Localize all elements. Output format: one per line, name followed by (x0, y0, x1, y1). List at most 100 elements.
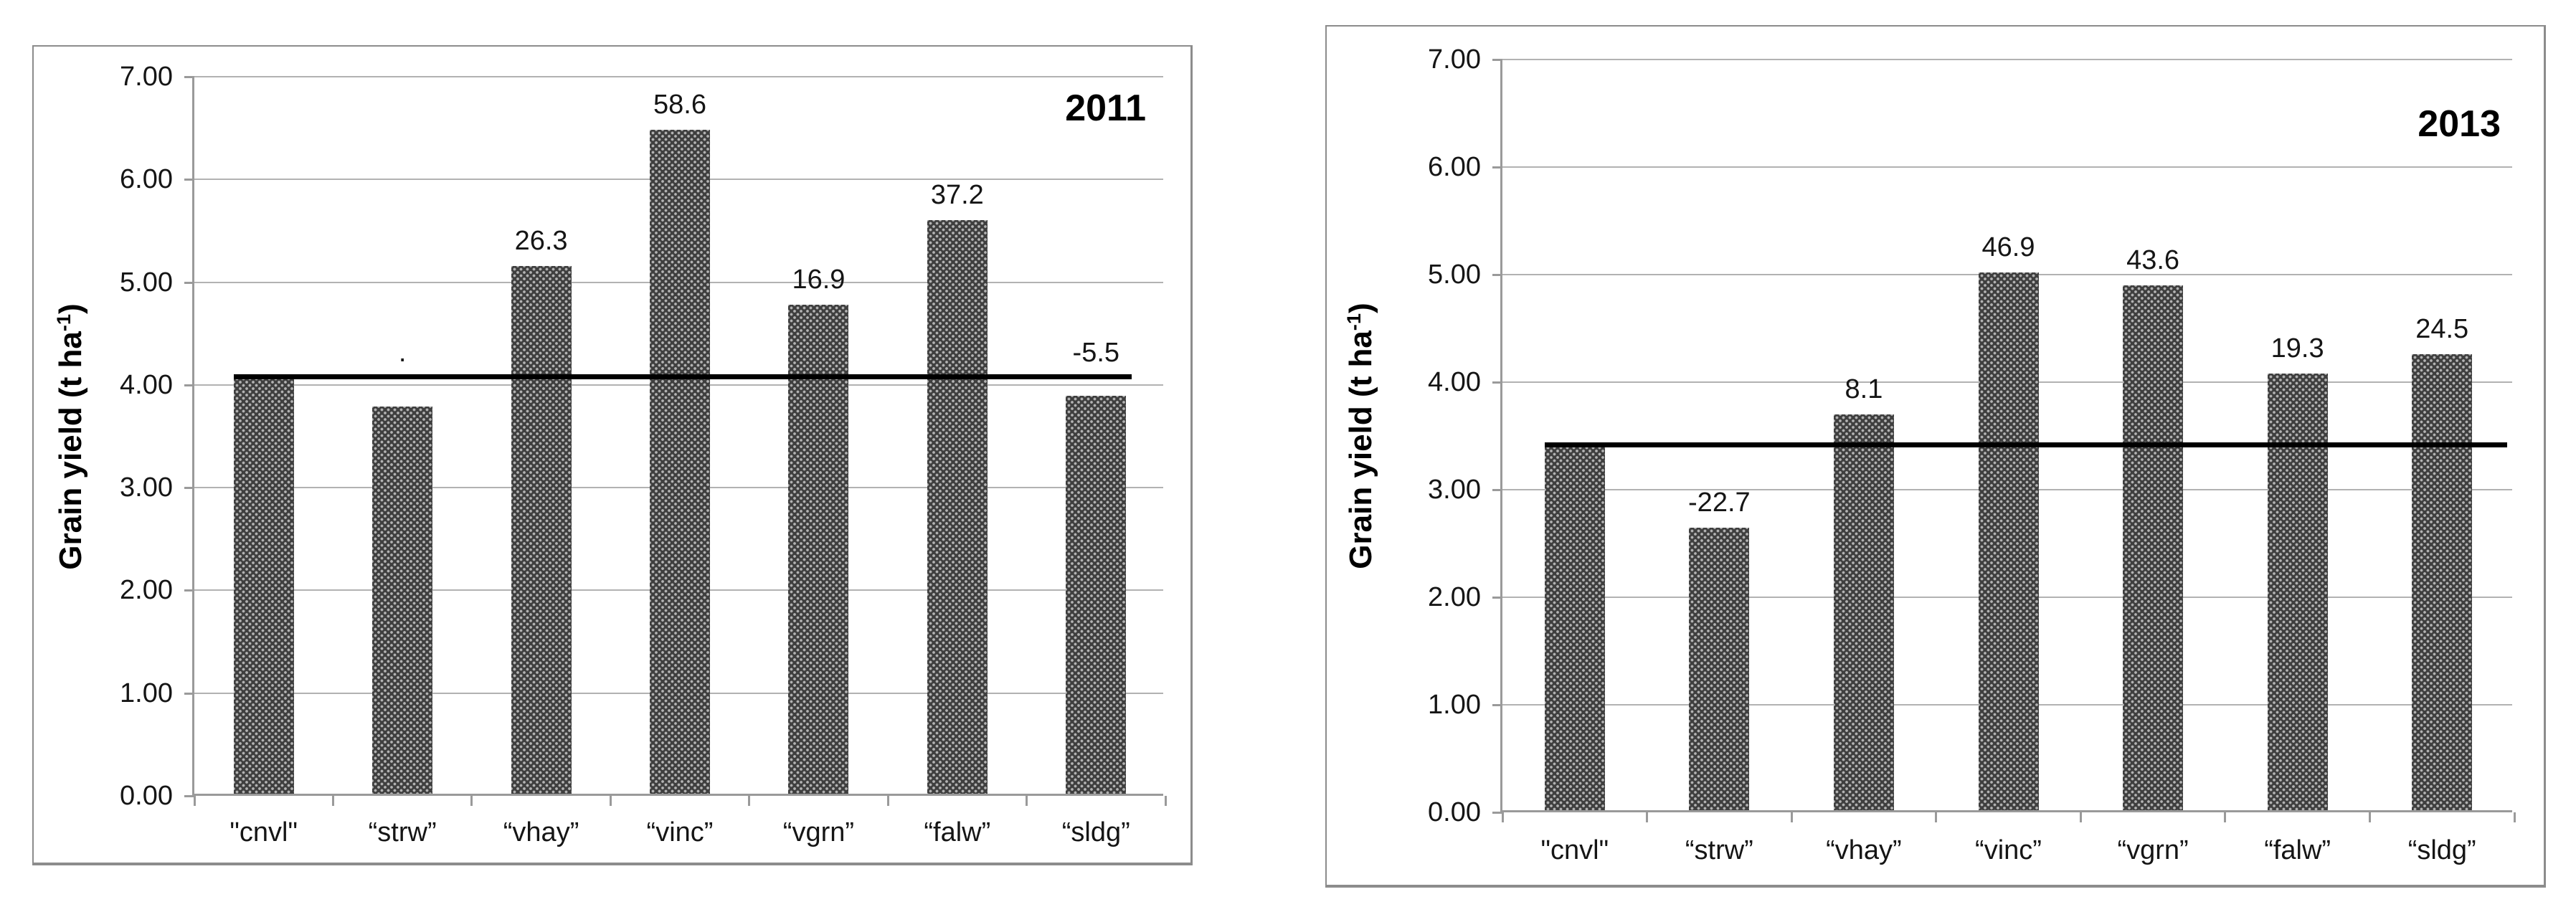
x-axis-tick (331, 796, 334, 806)
bar-vgrn (2123, 285, 2184, 810)
x-axis-tick (1935, 812, 1938, 822)
bar-vinc (650, 130, 710, 794)
y-axis-tick (184, 179, 194, 181)
y-axis-title-close: ) (1343, 303, 1378, 313)
y-tick-label: 5.00 (120, 267, 173, 298)
x-tick-label: “strw” (368, 817, 437, 847)
y-axis-title: Grain yield (t ha-1) (52, 303, 88, 570)
y-tick-label: 1.00 (120, 678, 173, 708)
y-tick-label: 1.00 (1428, 690, 1481, 720)
reference-line (233, 374, 1132, 379)
bar-value-label: 46.9 (1981, 232, 2035, 262)
x-axis-tick (2079, 812, 2082, 822)
x-tick-label: “vinc” (646, 817, 714, 847)
bar-vgrn (788, 304, 849, 794)
y-axis-title: Grain yield (t ha-1) (1343, 303, 1378, 569)
y-axis-tick (1492, 812, 1502, 814)
plot-area: 7.00 6.00 5.00 4.00 3.00 2.00 1.00 0.00 "cnvl" -2… (1428, 46, 2516, 864)
y-axis-tick (184, 384, 194, 386)
bar-vinc (1978, 272, 2039, 810)
y-axis-title-text: Grain yield (t ha (53, 331, 88, 570)
x-axis-tick (1026, 796, 1028, 806)
y-tick-label: 3.00 (1428, 475, 1481, 505)
chart-panel-2013: Grain yield (t ha-1) 2013 7.00 6.00 5.00 4.… (1325, 25, 2546, 888)
y-tick-label: 4.00 (120, 369, 173, 400)
y-axis-tick (1492, 166, 1502, 168)
y-axis-tick (184, 795, 194, 797)
gridline-y-6.00 (1502, 166, 2512, 168)
chart-title-year: 2011 (1065, 87, 1146, 129)
y-axis-tick (184, 487, 194, 490)
chart-panel-2011: Grain yield (t ha-1) 2011 7.00 6.00 5.00 4.… (32, 45, 1193, 865)
bar-value-label: 58.6 (653, 90, 706, 120)
gridline-y-7.00 (194, 76, 1163, 77)
y-axis-title-superscript: -1 (1343, 313, 1365, 331)
y-tick-label: 6.00 (120, 164, 173, 195)
reference-line (1544, 442, 2507, 447)
bar-value-label: 37.2 (930, 180, 984, 211)
y-axis-title-superscript: -1 (52, 313, 75, 331)
y-axis-tick (1492, 274, 1502, 276)
bar-vhay (1833, 414, 1894, 810)
x-tick-label: “vhay” (503, 817, 579, 847)
bar-sldg (1066, 396, 1127, 794)
bar-vhay (511, 265, 572, 794)
bar-value-label: -5.5 (1072, 338, 1120, 369)
y-tick-label: 4.00 (1428, 367, 1481, 397)
bar-falw (2267, 374, 2328, 810)
y-axis-tick (1492, 597, 1502, 599)
y-axis-title-close: ) (53, 303, 88, 314)
bar-value-label: 19.3 (2270, 333, 2324, 364)
x-tick-label: “vinc” (1975, 835, 2042, 865)
y-axis-title-text: Grain yield (t ha (1343, 331, 1378, 569)
x-axis-tick (886, 796, 889, 806)
y-tick-label: 6.00 (1428, 152, 1481, 182)
x-axis-tick (470, 796, 473, 806)
bar-value-label: 43.6 (2126, 245, 2180, 275)
bar-strw (372, 406, 433, 794)
bar-value-label: 24.5 (2415, 314, 2469, 344)
bar-value-label: 16.9 (792, 264, 846, 295)
x-axis-tick (2368, 812, 2371, 822)
gridline-y-7.00 (1502, 59, 2512, 60)
x-tick-label: “sldg” (1061, 817, 1130, 847)
y-tick-label: 3.00 (120, 472, 173, 503)
y-tick-label: 2.00 (120, 575, 173, 606)
plot-area: 7.00 6.00 5.00 4.00 3.00 2.00 1.00 0.00 "cnvl". “… (120, 63, 1167, 846)
bar-sldg (2412, 354, 2473, 810)
bar-falw (927, 220, 988, 794)
bar-value-label: 8.1 (1845, 374, 1883, 404)
y-tick-label: 7.00 (1428, 44, 1481, 75)
x-axis-tick (2513, 812, 2516, 822)
x-axis-tick (748, 796, 751, 806)
bar-strw (1689, 527, 1750, 810)
bar-value-label: . (398, 338, 407, 369)
x-axis-tick (1646, 812, 1649, 822)
x-tick-label: “falw” (2264, 835, 2331, 865)
y-tick-label: 2.00 (1428, 582, 1481, 612)
x-axis-tick (1164, 796, 1167, 806)
y-axis-tick (184, 692, 194, 695)
y-axis-tick (184, 76, 194, 78)
y-tick-label: 0.00 (1428, 797, 1481, 827)
x-tick-label: “falw” (924, 817, 991, 847)
y-axis-tick (1492, 704, 1502, 706)
y-axis-tick (1492, 59, 1502, 61)
y-axis-tick (184, 589, 194, 592)
x-tick-label: “strw” (1685, 835, 1753, 865)
x-tick-label: “vgrn” (2117, 835, 2189, 865)
x-axis-tick (193, 796, 196, 806)
x-tick-label: "cnvl" (1540, 835, 1609, 865)
y-axis-tick (1492, 489, 1502, 491)
y-tick-label: 5.00 (1428, 260, 1481, 290)
x-tick-label: “sldg” (2407, 835, 2476, 865)
y-axis-tick (184, 281, 194, 284)
bar-value-label: 26.3 (514, 225, 568, 256)
y-tick-label: 7.00 (120, 62, 173, 92)
bar-value-label: -22.7 (1688, 487, 1751, 518)
y-tick-label: 0.00 (120, 781, 173, 811)
x-axis-tick (1501, 812, 1504, 822)
x-axis-tick (1790, 812, 1793, 822)
x-tick-label: “vhay” (1826, 835, 1902, 865)
bar-cnvl (1544, 445, 1605, 810)
